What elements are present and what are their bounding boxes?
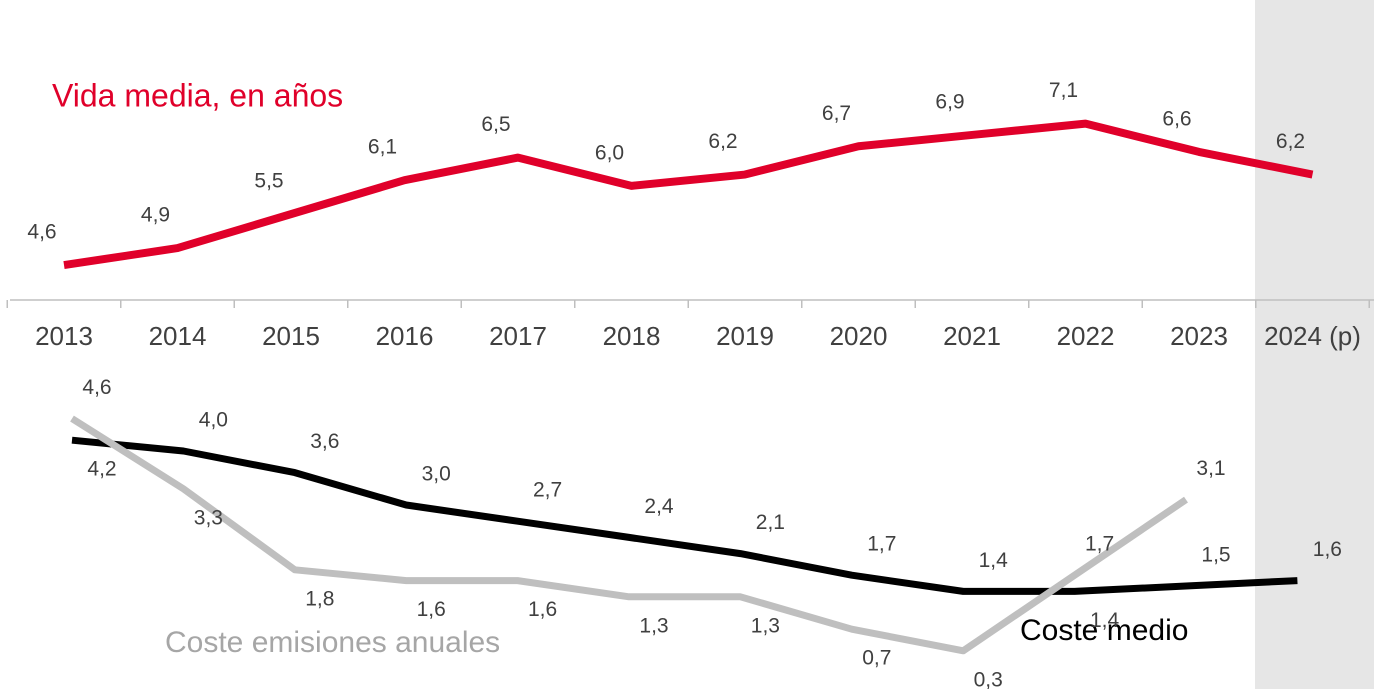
data-label: 6,9 (935, 90, 964, 113)
data-label: 3,1 (1196, 457, 1225, 480)
data-label: 7,1 (1049, 79, 1078, 102)
x-tick-label: 2017 (489, 321, 547, 351)
x-tick-label: 2014 (149, 321, 207, 351)
x-tick-label: 2020 (830, 321, 888, 351)
data-label: 3,6 (310, 430, 339, 453)
data-label: 6,5 (481, 113, 510, 136)
data-label: 4,2 (87, 458, 116, 481)
data-label: 1,7 (1085, 533, 1114, 556)
series-line (71, 436, 1298, 595)
data-label: 1,6 (1313, 538, 1342, 561)
data-label: 0,7 (862, 647, 891, 670)
data-label: 1,4 (979, 549, 1009, 572)
data-label: 4,6 (82, 376, 111, 399)
data-label: 1,4 (1090, 609, 1120, 632)
data-label: 1,5 (1201, 544, 1230, 567)
data-label: 0,3 (974, 668, 1003, 689)
data-label: 6,1 (368, 136, 397, 159)
x-tick-label: 2013 (35, 321, 93, 351)
x-tick-label: 2019 (716, 321, 774, 351)
data-label: 2,7 (533, 479, 562, 502)
data-label: 1,8 (305, 587, 334, 610)
x-tick-label: 2021 (943, 321, 1001, 351)
data-label: 6,0 (595, 141, 624, 164)
data-label: 1,6 (417, 598, 446, 621)
data-label: 5,5 (254, 170, 283, 193)
series-label: Coste medio (1020, 614, 1188, 647)
data-label: 4,6 (27, 221, 56, 244)
data-label: 6,2 (1276, 130, 1305, 153)
x-tick-label: 2024 (p) (1264, 321, 1361, 351)
series-line (70, 415, 1188, 655)
data-label: 1,3 (639, 614, 668, 637)
x-tick-label: 2015 (262, 321, 320, 351)
data-label: 4,0 (199, 409, 228, 432)
data-label: 1,3 (751, 614, 780, 637)
data-label: 4,9 (141, 204, 170, 227)
series-label: Coste emisiones anuales (165, 626, 500, 659)
x-tick-label: 2018 (603, 321, 661, 351)
data-label: 2,1 (756, 511, 785, 534)
projection-band (1255, 0, 1374, 689)
data-label: 6,6 (1162, 107, 1191, 130)
x-tick-label: 2016 (376, 321, 434, 351)
data-label: 3,3 (194, 506, 223, 529)
x-tick-label: 2022 (1057, 321, 1115, 351)
series-label: Vida media, en años (52, 77, 343, 113)
series-line (63, 119, 1314, 270)
data-label: 1,7 (867, 533, 896, 556)
x-tick-label: 2023 (1170, 321, 1228, 351)
data-label: 6,2 (708, 130, 737, 153)
data-label: 2,4 (644, 495, 674, 518)
data-label: 6,7 (822, 102, 851, 125)
data-label: 1,6 (528, 598, 557, 621)
data-label: 3,0 (422, 463, 451, 486)
